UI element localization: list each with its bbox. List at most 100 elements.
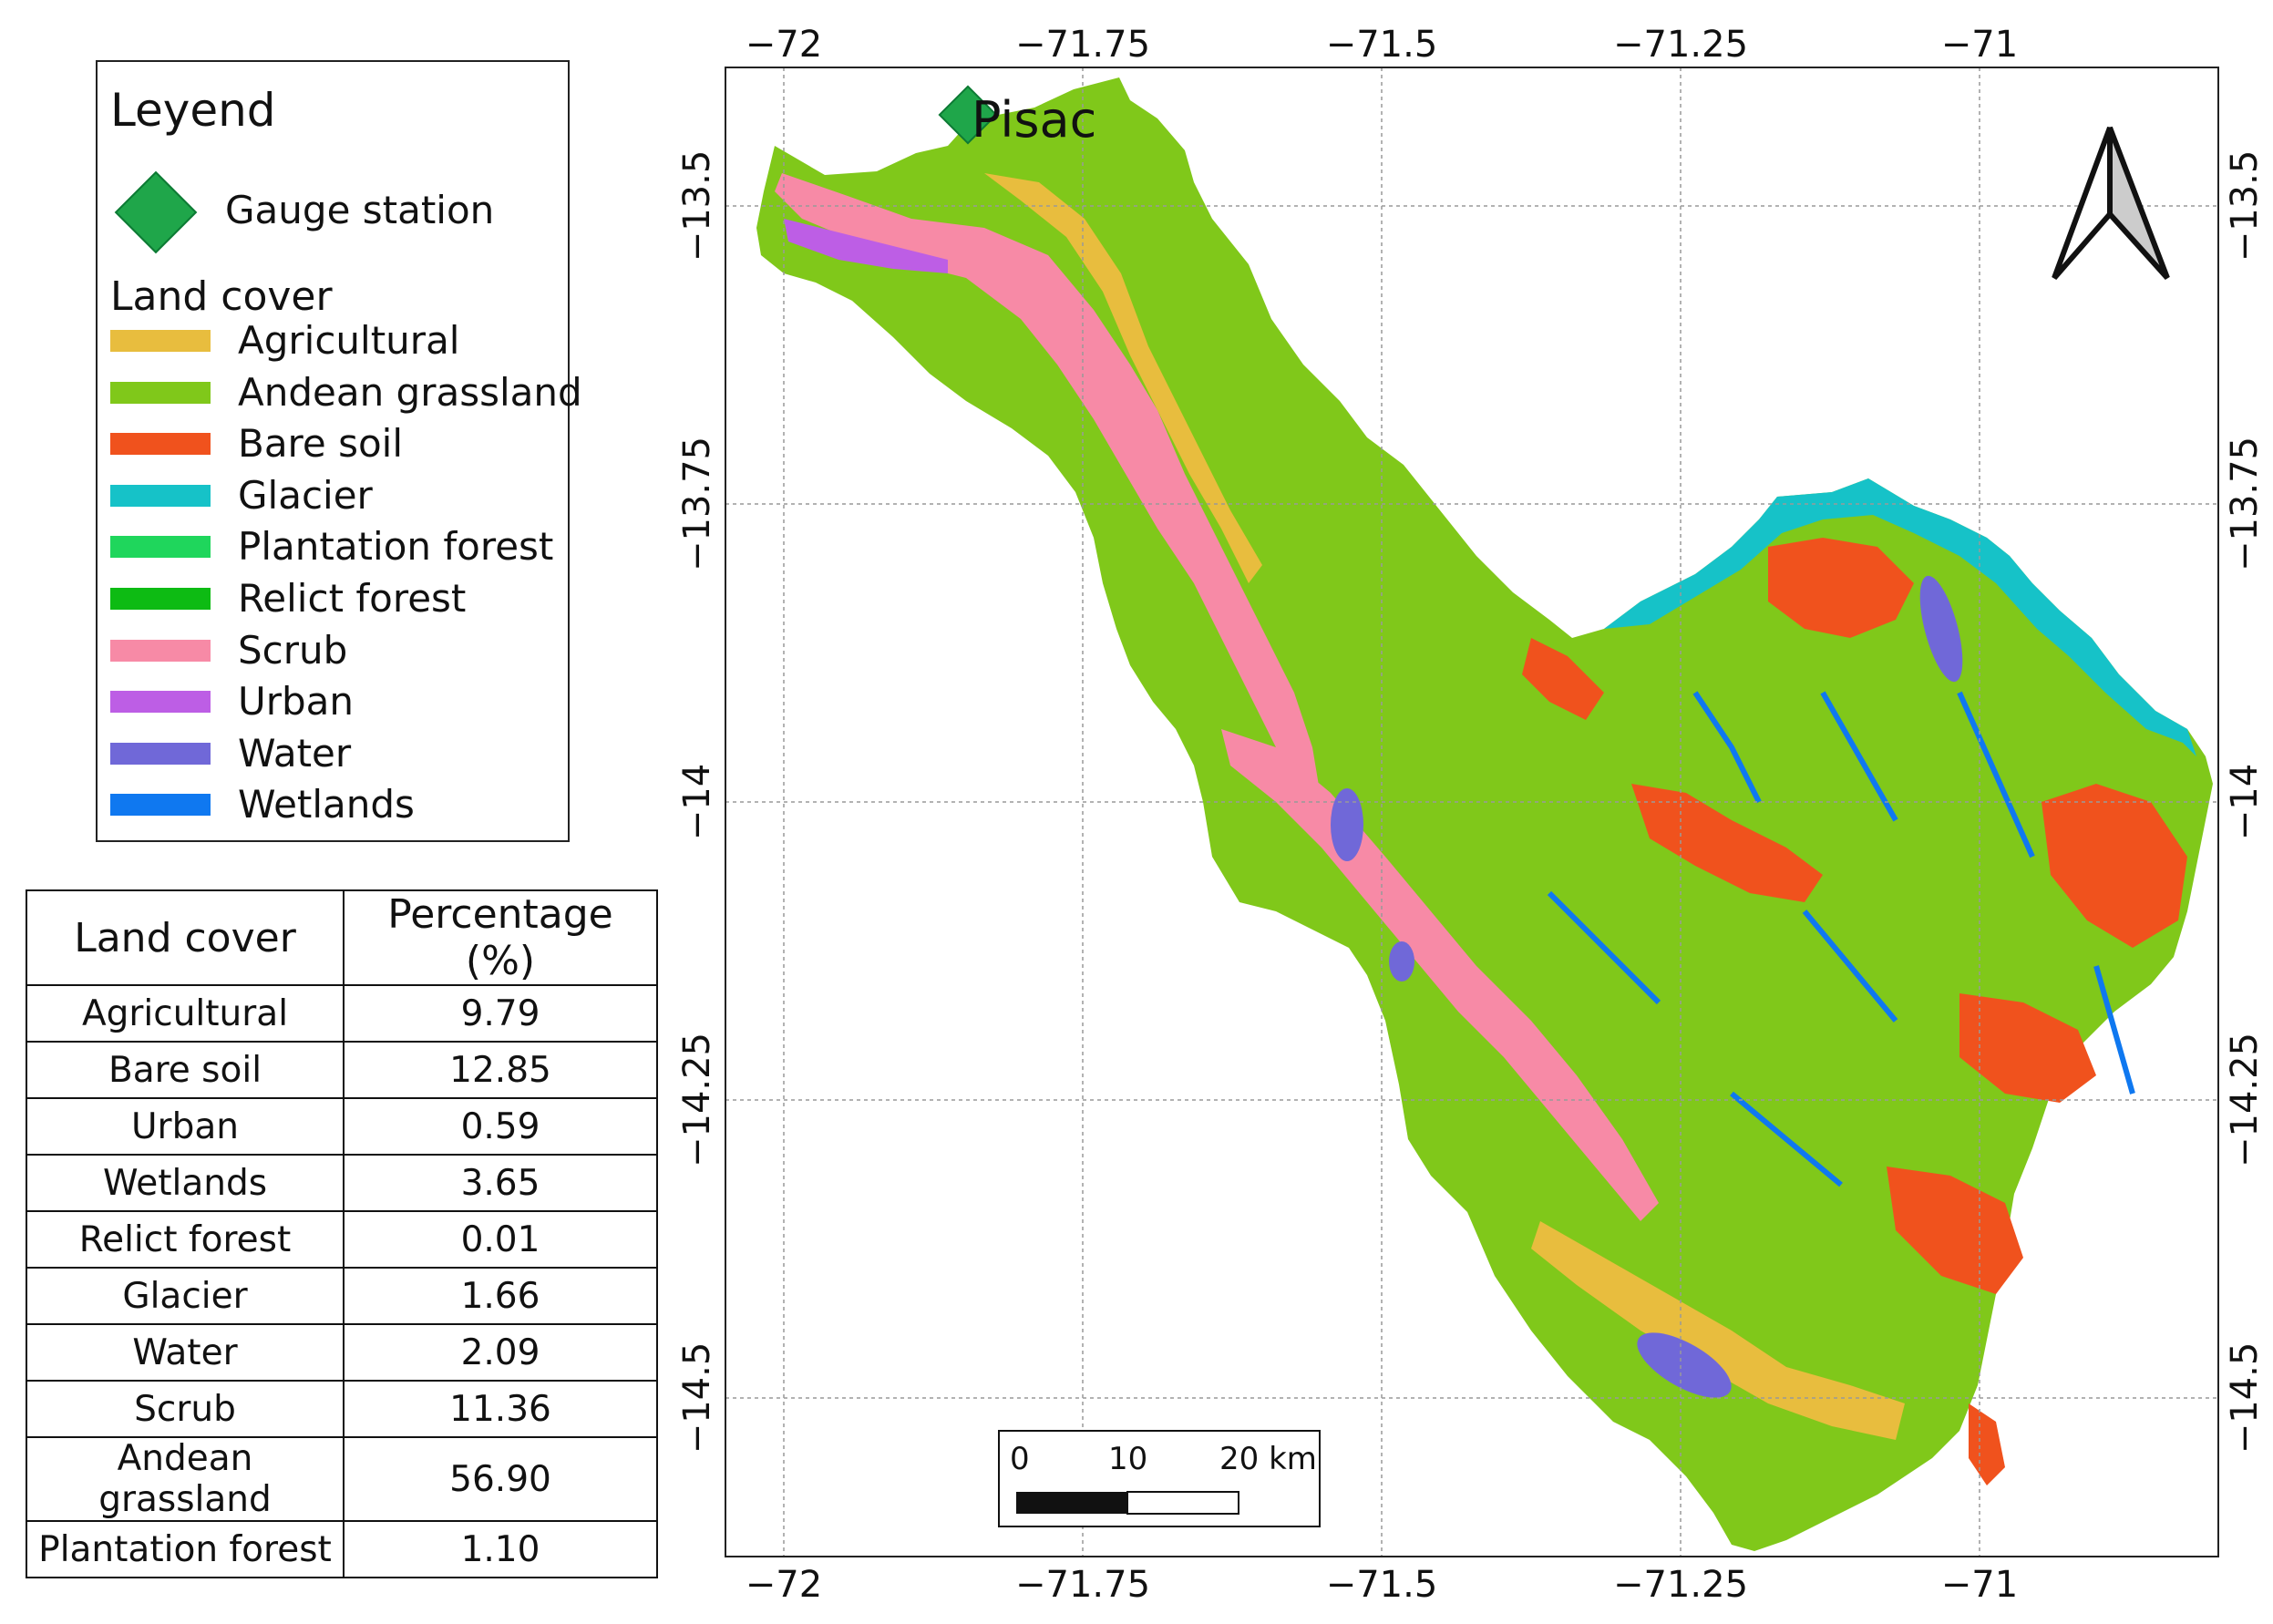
table-row: Scrub 11.36 <box>26 1380 658 1438</box>
scrub-north <box>775 173 1322 802</box>
scrub-central <box>1221 729 1659 1221</box>
station-label: Pisac <box>972 91 1096 149</box>
table-cell-percentage: 1.66 <box>343 1267 658 1325</box>
legend-item: Wetlands <box>110 781 566 832</box>
table-row: Urban 0.59 <box>26 1097 658 1156</box>
lat-tick-label-right: −13.5 <box>2224 150 2266 262</box>
lon-tick-label-top: −71.5 <box>1326 24 1438 66</box>
table-cell-land-cover: Water <box>26 1323 345 1382</box>
land-cover-table: Land cover Percentage (%) Agricultural 9.… <box>26 889 658 1578</box>
scale-label-10: 10 <box>1108 1441 1147 1477</box>
legend-item: Plantation forest <box>110 523 566 574</box>
gauge-station-marker <box>938 85 998 145</box>
lat-tick-label-right: −14.25 <box>2224 1033 2266 1167</box>
table-cell-percentage: 2.09 <box>343 1323 658 1382</box>
table-cell-land-cover: Scrub <box>26 1380 345 1438</box>
lon-tick-label-bottom: −71.25 <box>1613 1564 1748 1606</box>
bare-soil-east-1 <box>1768 538 1914 638</box>
table-cell-percentage: 1.10 <box>343 1520 658 1578</box>
bare-soil-east-3 <box>1631 784 1823 902</box>
agricultural-south <box>1531 1221 1905 1440</box>
lake-1 <box>1331 788 1363 861</box>
lon-tick-label-bottom: −71.5 <box>1326 1564 1438 1606</box>
legend-label: Plantation forest <box>238 524 554 570</box>
legend-item: Scrub <box>110 627 566 678</box>
lake-3 <box>1919 575 1963 683</box>
legend-item: Urban <box>110 678 566 729</box>
table-header-percentage: Percentage (%) <box>343 889 658 986</box>
bare-soil-east-4 <box>1959 993 2096 1103</box>
legend-swatch <box>110 330 211 352</box>
agricultural-strip <box>984 173 1262 583</box>
table-row: Plantation forest 1.10 <box>26 1520 658 1578</box>
legend-item: Relict forest <box>110 575 566 626</box>
lon-tick-label-top: −71 <box>1941 24 2018 66</box>
legend-label: Agricultural <box>238 318 460 363</box>
legend-item: Andean grassland <box>110 369 582 420</box>
legend-item: Glacier <box>110 472 566 523</box>
legend-swatch <box>110 742 211 765</box>
legend-label: Scrub <box>238 627 348 673</box>
legend-swatch <box>110 381 211 404</box>
bare-soil-east-6 <box>1522 638 1604 720</box>
table-row: Wetlands 3.65 <box>26 1154 658 1212</box>
table-cell-percentage: 0.01 <box>343 1210 658 1269</box>
table-header-row: Land cover Percentage (%) <box>26 889 658 986</box>
legend-swatch <box>110 794 211 817</box>
lon-tick-label-bottom: −71 <box>1941 1564 2018 1606</box>
legend-swatch <box>110 639 211 662</box>
table-row: Agricultural 9.79 <box>26 984 658 1043</box>
north-arrow-icon <box>2052 126 2170 281</box>
table-cell-land-cover: Glacier <box>26 1267 345 1325</box>
lat-tick-label-left: −13.5 <box>676 150 718 262</box>
legend-swatch <box>110 433 211 456</box>
scale-label-0: 0 <box>1010 1441 1030 1477</box>
lon-tick-label-bottom: −71.75 <box>1015 1564 1150 1606</box>
table-row: Glacier 1.66 <box>26 1267 658 1325</box>
lake-4 <box>1637 1332 1732 1398</box>
legend-label: Glacier <box>238 472 373 518</box>
legend-label: Urban <box>238 679 355 725</box>
table-cell-percentage: 0.59 <box>343 1097 658 1156</box>
legend-swatch <box>110 691 211 714</box>
lake-2 <box>1389 941 1414 982</box>
land-cover-heading: Land cover <box>110 273 333 320</box>
table-cell-percentage: 56.90 <box>343 1436 658 1522</box>
table-cell-land-cover: Bare soil <box>26 1041 345 1099</box>
lon-tick-label-top: −71.25 <box>1613 24 1748 66</box>
table-row: Relict forest 0.01 <box>26 1210 658 1269</box>
legend-label: Bare soil <box>238 421 404 467</box>
legend-item: Bare soil <box>110 420 566 471</box>
axis-tick-labels: −72 −72 −71.75 −71.75 −71.5 −71.5 −71.25 −71.25… <box>676 24 2266 1606</box>
urban-area <box>784 219 948 273</box>
lat-tick-label-left: −13.75 <box>676 437 718 571</box>
table-row: Andean grassland 56.90 <box>26 1436 658 1522</box>
glacier-fringe <box>1604 478 2196 756</box>
wetlands-streams <box>1547 691 2135 1187</box>
map-frame <box>725 67 2219 1557</box>
legend-title: Leyend <box>110 84 276 137</box>
table-cell-land-cover: Wetlands <box>26 1154 345 1212</box>
scale-bar: 0 10 20 km <box>998 1430 1321 1527</box>
table-cell-land-cover: Plantation forest <box>26 1520 345 1578</box>
lon-tick-label-top: −72 <box>746 24 822 66</box>
map-frame-content <box>725 67 2218 1557</box>
lat-tick-label-left: −14 <box>676 764 718 840</box>
legend-swatch <box>110 536 211 559</box>
lat-tick-label-right: −14 <box>2224 764 2266 840</box>
table-row: Bare soil 12.85 <box>26 1041 658 1099</box>
table-cell-land-cover: Agricultural <box>26 984 345 1043</box>
bare-soil-east-5 <box>1887 1167 2023 1294</box>
graticule <box>725 67 2218 1557</box>
bare-soil-east-7 <box>1969 1403 2005 1485</box>
legend-swatch <box>110 588 211 610</box>
lon-tick-label-bottom: −72 <box>746 1564 822 1606</box>
legend-label: Wetlands <box>238 782 415 827</box>
table-header-land-cover: Land cover <box>26 889 345 986</box>
table-cell-percentage: 3.65 <box>343 1154 658 1212</box>
table-cell-percentage: 12.85 <box>343 1041 658 1099</box>
legend-label: Andean grassland <box>238 369 582 415</box>
bare-soil-east-2 <box>2042 784 2187 948</box>
lat-tick-label-right: −13.75 <box>2224 437 2266 571</box>
